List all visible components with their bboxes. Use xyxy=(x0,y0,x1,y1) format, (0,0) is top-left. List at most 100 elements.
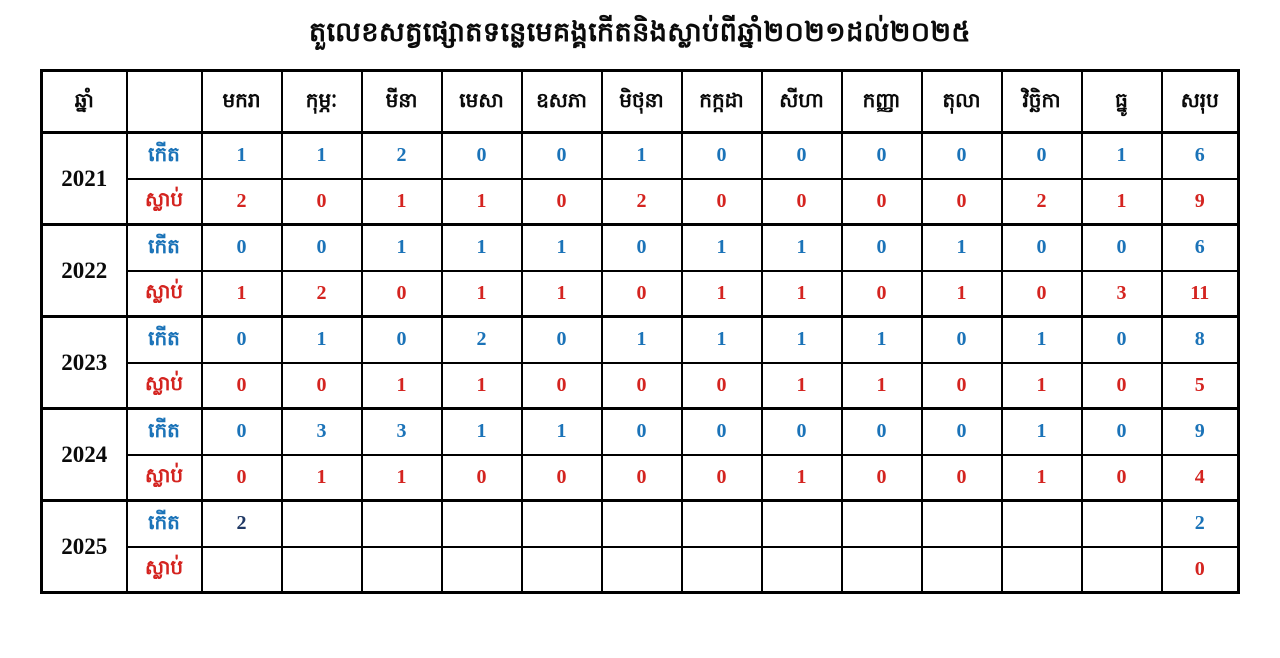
died-row-2024: ស្លាប់ 0 1 1 0 0 0 0 1 0 0 1 0 4 xyxy=(42,453,1240,502)
month-header-cell: វិច្ឆិកា xyxy=(1000,69,1083,134)
died-value-cell: 1 xyxy=(1000,453,1083,502)
born-value-cell: 0 xyxy=(200,223,283,272)
born-value-cell: 0 xyxy=(200,407,283,456)
died-value-cell: 1 xyxy=(440,269,523,318)
born-value-cell: 2 xyxy=(440,315,523,364)
table-header: ឆ្នាំ មករា កុម្ភៈ មីនា មេសា ឧសភា មិថុនា កក្កដាស… xyxy=(40,69,1240,134)
month-header-cell: ធ្នូ xyxy=(1080,69,1163,134)
born-value-cell: 0 xyxy=(520,131,603,180)
died-value-cell xyxy=(920,545,1003,594)
year-column-header: ឆ្នាំ xyxy=(40,69,128,134)
month-header-cell: មិថុនា xyxy=(600,69,683,134)
month-header-cell: កក្កដា xyxy=(680,69,763,134)
born-value-cell: 0 xyxy=(600,407,683,456)
born-value-cell xyxy=(840,499,923,548)
born-value-cell: 0 xyxy=(1080,407,1163,456)
month-header-cell: មេសា xyxy=(440,69,523,134)
died-value-cell: 0 xyxy=(1080,361,1163,410)
born-value-cell xyxy=(1000,499,1083,548)
year-cell: 2021 xyxy=(40,131,128,226)
died-value-cell: 0 xyxy=(520,177,603,226)
born-value-cell: 0 xyxy=(200,315,283,364)
born-total-cell: 9 xyxy=(1160,407,1240,456)
born-row-2022: 2022 កើត 0 0 1 1 1 0 1 1 0 1 0 0 6 xyxy=(40,223,1240,318)
born-value-cell: 1 xyxy=(440,223,523,272)
died-value-cell xyxy=(1000,545,1083,594)
born-value-cell: 1 xyxy=(680,223,763,272)
died-value-cell: 0 xyxy=(1080,453,1163,502)
died-label-cell: ស្លាប់ xyxy=(125,453,203,502)
died-value-cell: 0 xyxy=(520,453,603,502)
born-value-cell xyxy=(360,499,443,548)
died-value-cell: 0 xyxy=(600,453,683,502)
died-value-cell: 1 xyxy=(440,177,523,226)
born-label-cell: កើត xyxy=(125,131,203,180)
born-value-cell: 1 xyxy=(520,407,603,456)
born-value-cell: 0 xyxy=(1000,131,1083,180)
died-value-cell: 1 xyxy=(1080,177,1163,226)
born-value-cell: 0 xyxy=(760,407,843,456)
died-total-cell: 5 xyxy=(1160,361,1240,410)
died-value-cell: 1 xyxy=(760,361,843,410)
born-label-cell: កើត xyxy=(125,499,203,548)
born-value-cell: 0 xyxy=(280,223,363,272)
born-value-cell: 2 xyxy=(360,131,443,180)
died-value-cell xyxy=(360,545,443,594)
died-value-cell: 1 xyxy=(360,361,443,410)
born-value-cell: 1 xyxy=(600,131,683,180)
month-header-cell: កញ្ញា xyxy=(840,69,923,134)
died-value-cell: 0 xyxy=(600,269,683,318)
total-column-header: សរុប xyxy=(1160,69,1240,134)
born-value-cell: 1 xyxy=(760,315,843,364)
died-label-cell: ស្លាប់ xyxy=(125,177,203,226)
born-value-cell: 0 xyxy=(840,131,923,180)
died-total-cell: 9 xyxy=(1160,177,1240,226)
died-row-2025: ស្លាប់ 0 xyxy=(42,545,1240,594)
died-value-cell: 0 xyxy=(680,361,763,410)
died-value-cell: 1 xyxy=(520,269,603,318)
born-value-cell: 0 xyxy=(840,407,923,456)
document-page: តួលេខសត្វផ្សោតទន្លេមេគង្គកើតនិងស្លាប់ពីឆ… xyxy=(0,16,1280,658)
died-value-cell: 0 xyxy=(920,361,1003,410)
born-value-cell: 2 xyxy=(200,499,283,548)
born-value-cell: 0 xyxy=(1000,223,1083,272)
died-value-cell: 1 xyxy=(760,269,843,318)
died-value-cell xyxy=(280,545,363,594)
died-value-cell: 0 xyxy=(280,177,363,226)
died-value-cell: 0 xyxy=(1000,269,1083,318)
died-row-2023: ស្លាប់ 0 0 1 1 0 0 0 1 1 0 1 0 5 xyxy=(42,361,1240,410)
died-value-cell: 1 xyxy=(920,269,1003,318)
died-value-cell: 0 xyxy=(680,453,763,502)
died-row-2022: ស្លាប់ 1 2 0 1 1 0 1 1 0 1 0 3 11 xyxy=(42,269,1240,318)
page-title: តួលេខសត្វផ្សោតទន្លេមេគង្គកើតនិងស្លាប់ពីឆ… xyxy=(308,17,972,48)
born-value-cell: 0 xyxy=(920,315,1003,364)
died-value-cell xyxy=(840,545,923,594)
month-header-cell: ឧសភា xyxy=(520,69,603,134)
died-total-cell: 4 xyxy=(1160,453,1240,502)
born-row-2021: 2021 កើត 1 1 2 0 0 1 0 0 0 0 0 1 6 xyxy=(40,131,1240,226)
born-value-cell: 1 xyxy=(760,223,843,272)
born-value-cell: 1 xyxy=(520,223,603,272)
died-value-cell: 1 xyxy=(680,269,763,318)
born-value-cell xyxy=(920,499,1003,548)
born-value-cell: 0 xyxy=(760,131,843,180)
died-value-cell: 1 xyxy=(360,453,443,502)
born-value-cell: 1 xyxy=(1000,407,1083,456)
born-value-cell xyxy=(1080,499,1163,548)
died-label-cell: ស្លាប់ xyxy=(125,361,203,410)
born-value-cell: 0 xyxy=(440,131,523,180)
born-value-cell xyxy=(680,499,763,548)
died-value-cell xyxy=(760,545,843,594)
label-column-header xyxy=(125,69,203,134)
month-header-cell: តុលា xyxy=(920,69,1003,134)
died-value-cell: 1 xyxy=(1000,361,1083,410)
born-value-cell: 1 xyxy=(280,131,363,180)
died-value-cell: 3 xyxy=(1080,269,1163,318)
born-total-cell: 6 xyxy=(1160,223,1240,272)
died-value-cell: 2 xyxy=(600,177,683,226)
born-value-cell: 0 xyxy=(840,223,923,272)
born-value-cell: 1 xyxy=(1080,131,1163,180)
born-value-cell: 3 xyxy=(280,407,363,456)
died-value-cell: 0 xyxy=(600,361,683,410)
born-value-cell: 0 xyxy=(920,407,1003,456)
